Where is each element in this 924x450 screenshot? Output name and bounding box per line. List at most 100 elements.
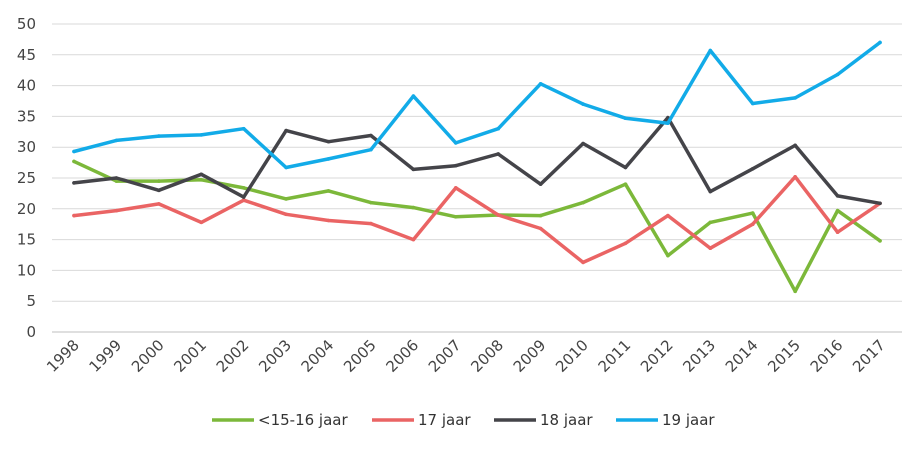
x-tick-label: 2012 — [637, 336, 677, 376]
data-point — [284, 212, 288, 217]
x-tick-label: 2001 — [170, 336, 210, 376]
data-point — [453, 215, 458, 219]
data-point — [708, 189, 713, 194]
series-line-3 — [72, 115, 882, 206]
data-point — [114, 179, 119, 183]
data-point — [199, 178, 204, 182]
data-point — [284, 165, 288, 170]
data-point — [581, 200, 585, 205]
data-point — [878, 40, 882, 45]
x-tick-label: 2017 — [849, 336, 889, 376]
data-point — [666, 253, 670, 258]
data-point — [411, 205, 416, 210]
y-tick-label: 20 — [17, 200, 36, 218]
y-axis-tick-labels: 0 5 10 15 20 25 30 35 40 45 50 — [17, 15, 36, 341]
data-point — [157, 188, 161, 193]
x-tick-label: 2008 — [467, 336, 507, 376]
data-point — [623, 241, 628, 246]
gridlines — [52, 23, 902, 333]
x-tick-label: 2002 — [213, 336, 253, 376]
data-point — [623, 182, 628, 186]
x-tick-label: 2004 — [298, 336, 338, 376]
data-point — [199, 220, 204, 225]
data-point — [326, 218, 331, 223]
data-point — [538, 213, 543, 218]
legend-label: <15-16 jaar — [258, 411, 348, 429]
data-point — [538, 226, 543, 231]
y-tick-label: 30 — [17, 138, 36, 156]
data-point — [72, 213, 76, 218]
data-point — [453, 141, 458, 145]
y-tick-label: 40 — [17, 77, 36, 95]
x-tick-label: 2006 — [382, 336, 422, 376]
data-point — [369, 133, 373, 138]
x-tick-label: 2010 — [552, 336, 592, 376]
legend: <15-16 jaar 17 jaar 18 jaar 19 jaar — [212, 411, 715, 429]
data-point — [369, 221, 373, 226]
x-tick-label: 1998 — [43, 336, 83, 376]
y-tick-label: 0 — [26, 323, 36, 341]
data-point — [326, 189, 331, 193]
data-point — [157, 202, 161, 206]
x-tick-label: 2003 — [255, 336, 295, 376]
y-tick-label: 5 — [26, 292, 36, 310]
data-point — [326, 157, 331, 161]
data-point — [750, 101, 755, 106]
data-point — [496, 213, 501, 217]
data-point — [666, 121, 670, 125]
series-line-2 — [72, 175, 882, 265]
y-tick-label: 10 — [17, 261, 36, 279]
legend-label: 17 jaar — [418, 411, 471, 429]
data-point — [241, 186, 246, 190]
data-point — [72, 159, 76, 164]
data-point — [750, 222, 755, 226]
series-line-1 — [72, 159, 882, 294]
data-point — [835, 194, 840, 198]
data-point — [241, 198, 246, 202]
data-point — [411, 237, 416, 242]
data-point — [793, 96, 797, 100]
data-point — [72, 181, 76, 185]
data-point — [453, 163, 458, 168]
data-point — [241, 195, 246, 199]
x-tick-label: 2015 — [764, 336, 804, 376]
legend-label: 19 jaar — [662, 411, 715, 429]
data-point — [750, 166, 755, 171]
data-point — [581, 102, 585, 106]
y-tick-label: 25 — [17, 169, 36, 187]
data-point — [878, 201, 882, 206]
x-tick-label: 2011 — [595, 336, 635, 376]
data-point — [496, 126, 501, 131]
y-tick-label: 50 — [17, 15, 36, 33]
data-point — [835, 72, 840, 77]
data-point — [793, 289, 797, 294]
x-tick-label: 2016 — [807, 336, 847, 376]
data-point — [114, 176, 119, 180]
data-point — [750, 211, 755, 215]
data-point — [496, 152, 501, 156]
data-point — [835, 208, 840, 213]
x-tick-label: 2000 — [128, 336, 168, 376]
data-point — [369, 147, 373, 152]
data-point — [708, 246, 713, 251]
data-point — [284, 128, 288, 133]
data-point — [581, 141, 585, 146]
x-tick-label: 2007 — [425, 336, 465, 376]
x-tick-label: 1999 — [86, 336, 126, 376]
data-point — [284, 197, 288, 201]
data-point — [411, 94, 416, 98]
data-point — [199, 133, 204, 137]
data-point — [114, 208, 119, 213]
data-point — [199, 172, 204, 177]
y-tick-label: 45 — [17, 46, 36, 64]
x-tick-label: 2005 — [340, 336, 380, 376]
data-point — [157, 134, 161, 138]
data-point — [241, 126, 246, 131]
data-point — [793, 174, 797, 179]
data-point — [623, 165, 628, 170]
data-point — [538, 182, 543, 186]
data-point — [538, 81, 543, 86]
data-point — [708, 48, 713, 53]
data-point — [326, 139, 331, 144]
data-point — [708, 220, 713, 225]
